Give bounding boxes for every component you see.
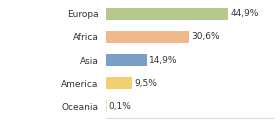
Bar	[106, 8, 228, 20]
Text: 14,9%: 14,9%	[149, 55, 178, 65]
Text: 0,1%: 0,1%	[109, 102, 132, 111]
Bar	[106, 77, 132, 89]
Text: 9,5%: 9,5%	[134, 78, 157, 88]
Bar	[106, 54, 147, 66]
Text: 44,9%: 44,9%	[230, 9, 259, 18]
Bar	[106, 31, 189, 43]
Text: 30,6%: 30,6%	[192, 32, 220, 41]
